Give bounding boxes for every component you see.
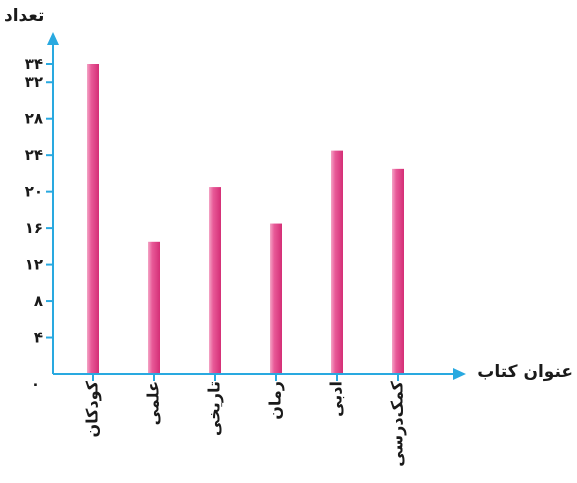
x-axis-arrow (453, 368, 466, 380)
category-label: علمی (144, 381, 163, 425)
y-tick-label: ۱۶ (25, 219, 43, 237)
bar (87, 64, 99, 374)
y-tick-label: ۸ (34, 292, 43, 310)
bar (392, 168, 404, 374)
category-label: کمک‌درسی (388, 380, 407, 466)
bar (331, 150, 343, 374)
y-tick-label: ۰ (31, 375, 40, 393)
y-tick-label: ۱۲ (25, 256, 43, 274)
y-tick-label: ۲۸ (25, 110, 43, 128)
bar (148, 241, 160, 374)
y-tick-label: ۲۰ (25, 183, 43, 201)
y-axis-arrow (47, 32, 59, 45)
category-label: کودکان (83, 380, 102, 437)
y-axis-title: تعداد (4, 6, 44, 26)
y-tick-label: ۳۴ (25, 55, 43, 73)
y-tick-label: ۲۴ (25, 146, 43, 164)
y-tick-label: ۳۲ (25, 73, 43, 91)
category-label: رمان (266, 381, 285, 420)
bar (209, 187, 221, 374)
category-label: ادبی (327, 381, 346, 417)
bar (270, 223, 282, 374)
y-tick-label: ۴ (34, 329, 43, 347)
x-axis-title: عنوان کتاب (477, 362, 573, 382)
category-label: تاریخی (205, 381, 224, 436)
